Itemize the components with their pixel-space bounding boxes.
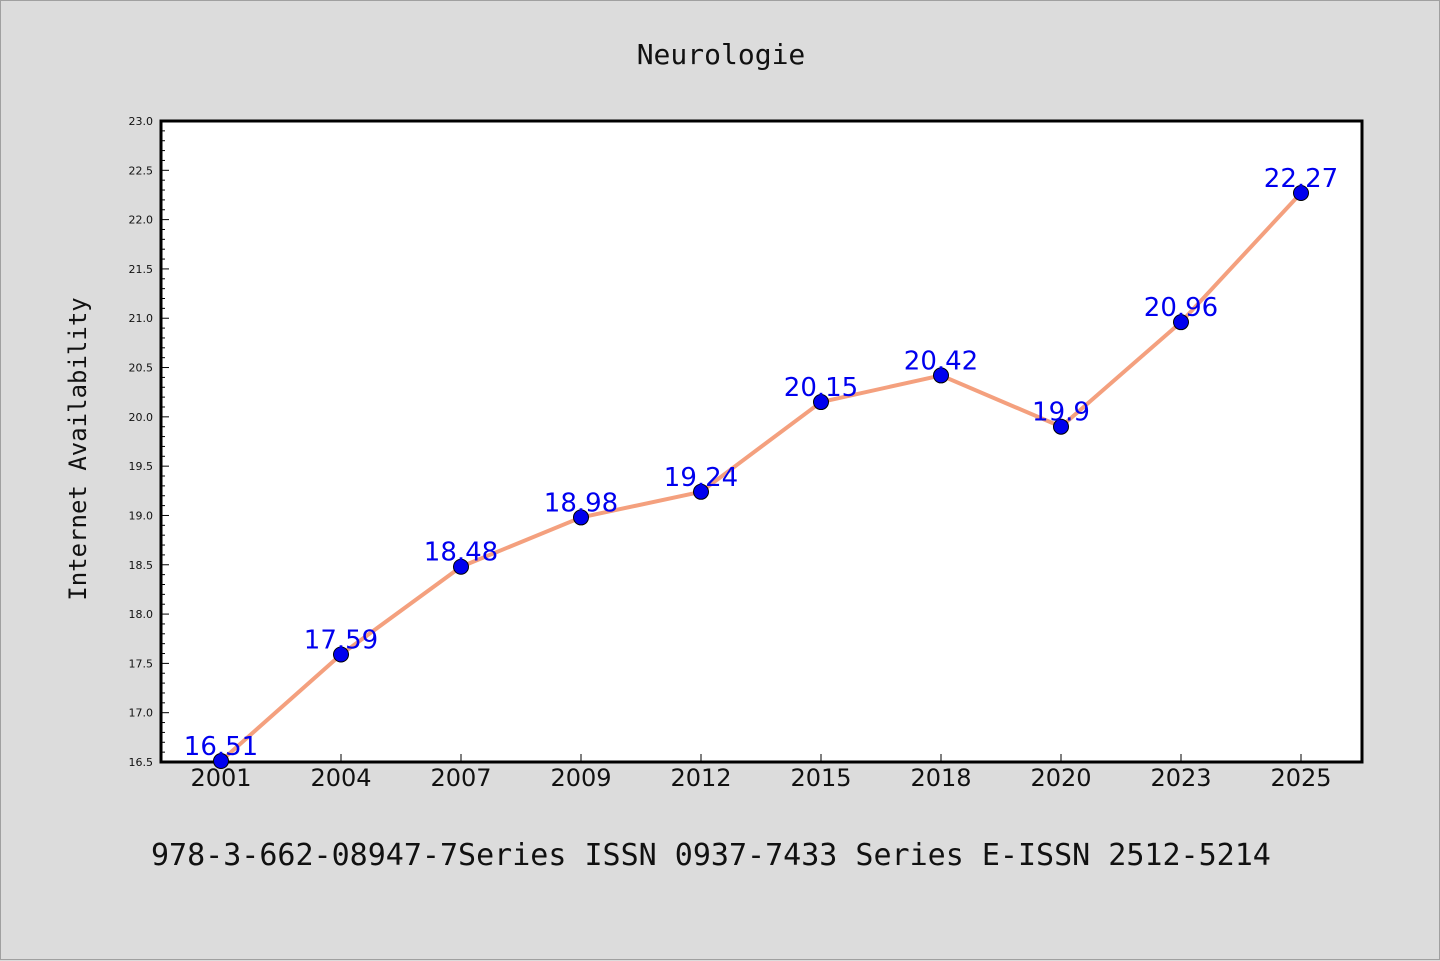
- x-axis: 2001 2004 2007 2009 2012 2015 2018 2020 2023 2025: [190, 754, 1332, 792]
- y-tick-label: 17.5: [129, 657, 154, 670]
- series-line: [219, 191, 1303, 763]
- x-tick-label: 2020: [1030, 764, 1091, 792]
- y-tick-label: 20.0: [129, 411, 154, 424]
- y-tick-label: 18.0: [129, 608, 154, 621]
- data-point-marker: [453, 558, 469, 575]
- data-point-marker: [1173, 314, 1189, 331]
- x-tick-label: 2004: [310, 764, 371, 792]
- y-axis-label: Internet Availability: [64, 297, 92, 600]
- y-tick-label: 20.5: [129, 362, 154, 375]
- data-label: 18.48: [424, 538, 498, 568]
- data-point-marker: [693, 483, 709, 500]
- data-label: 22.27: [1264, 164, 1338, 194]
- data-label: 20.96: [1144, 293, 1218, 323]
- plot-area: [159, 119, 1364, 764]
- data-point-marker: [933, 367, 949, 384]
- data-label: 18.98: [544, 488, 618, 518]
- y-tick-label: 22.5: [129, 164, 154, 177]
- data-label: 20.15: [784, 373, 858, 403]
- data-point-marker: [1053, 418, 1069, 435]
- data-label: 17.59: [304, 626, 378, 656]
- data-point-marker: [573, 509, 589, 526]
- x-tick-label: 2025: [1270, 764, 1331, 792]
- data-point-marker: [1293, 184, 1309, 201]
- data-label: 19.24: [664, 463, 738, 493]
- y-tick-label: 21.5: [129, 263, 154, 276]
- x-tick-label: 2015: [790, 764, 851, 792]
- y-tick-label: 18.5: [129, 559, 154, 572]
- data-point-marker: [813, 394, 829, 411]
- x-tick-label: 2023: [1150, 764, 1211, 792]
- series-line-group: [213, 184, 1309, 770]
- x-tick-label: 2009: [550, 764, 611, 792]
- x-tick-label: 2018: [910, 764, 971, 792]
- y-tick-label: 23.0: [129, 115, 154, 128]
- y-tick-label: 16.5: [129, 756, 154, 769]
- y-axis: 16.5 17.0 17.5 18.0 18.5 19.0 19.5 20.0 20.5 21.0…: [129, 115, 169, 769]
- x-tick-label: 2007: [430, 764, 491, 792]
- y-tick-label: 22.0: [129, 214, 154, 227]
- y-tick-label: 17.0: [129, 707, 154, 720]
- data-point-marker: [213, 753, 229, 770]
- x-tick-label: 2012: [670, 764, 731, 792]
- footer-isbn-text: 978-3-662-08947-7Series ISSN 0937-7433 S…: [151, 838, 1271, 873]
- data-labels-group: 16.51 17.59 18.48 18.98 19.24 20.15 20.42 19.9 2…: [184, 164, 1338, 762]
- data-point-marker: [333, 646, 349, 663]
- data-label: 19.9: [1032, 398, 1090, 428]
- data-label: 16.51: [184, 732, 258, 762]
- chart-title: Neurologie: [637, 38, 806, 71]
- y-tick-label: 21.0: [129, 312, 154, 325]
- y-tick-label: 19.5: [129, 460, 154, 473]
- y-tick-label: 19.0: [129, 509, 154, 522]
- data-label: 20.42: [904, 346, 978, 376]
